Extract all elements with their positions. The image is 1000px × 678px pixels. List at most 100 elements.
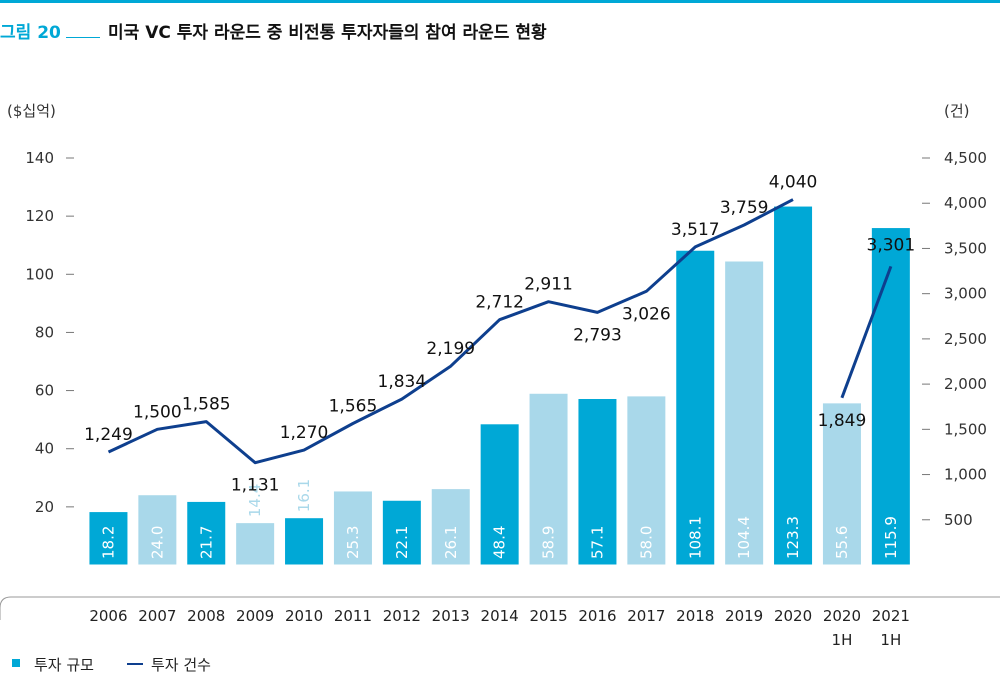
bar <box>138 495 177 565</box>
bar-value-label: 26.1 <box>442 526 460 559</box>
bar <box>431 489 470 565</box>
bar-value-label: 21.7 <box>197 526 215 559</box>
bar-value-label: 115.9 <box>882 516 900 559</box>
top-accent-rule <box>0 0 1000 3</box>
figure-header: 그림 20 미국 VC 투자 라운드 중 비전통 투자자들의 참여 라운드 현황 <box>0 18 1000 44</box>
x-axis-tick-label: 2018 <box>676 607 714 625</box>
line-value-label: 3,301 <box>867 235 916 255</box>
right-axis-tick-label: 4,000 <box>944 194 987 212</box>
bar <box>285 518 324 565</box>
x-axis-tick-label: 2007 <box>138 607 176 625</box>
line-value-label: 2,712 <box>475 293 524 313</box>
line-value-label: 1,585 <box>182 395 231 415</box>
bar-value-label: 14.4 <box>246 484 264 517</box>
line-series <box>840 265 893 399</box>
left-axis-unit: ($십억) <box>7 102 56 120</box>
left-axis-tick-label: 140 <box>25 149 54 167</box>
line-value-label: 1,500 <box>133 402 182 422</box>
bar-value-label: 104.4 <box>735 516 753 559</box>
bar-value-label: 25.3 <box>344 526 362 559</box>
x-axis-tick-label: 2021 1H <box>872 607 910 649</box>
x-axis-tick-label: 2020 1H <box>823 607 861 649</box>
bar-value-label: 22.1 <box>393 526 411 559</box>
line-value-label: 1,249 <box>84 425 133 445</box>
legend-item-investment-size: 투자 규모 <box>12 654 94 675</box>
line-value-label: 1,270 <box>280 423 329 443</box>
line-series <box>107 198 794 465</box>
right-axis-tick-label: 3,000 <box>944 285 987 303</box>
line-value-label: 3,026 <box>622 304 671 324</box>
bar <box>627 396 666 565</box>
bar <box>89 512 128 565</box>
bar-value-label: 123.3 <box>784 516 802 559</box>
bar-value-label: 58.9 <box>540 526 558 559</box>
bar <box>333 491 372 565</box>
x-axis-tick-label: 2008 <box>187 607 225 625</box>
bar <box>578 399 617 565</box>
left-axis-tick-label: 100 <box>25 265 54 283</box>
line-value-label: 1,565 <box>329 396 378 416</box>
legend-line-icon <box>127 663 143 665</box>
bar <box>382 500 421 565</box>
x-axis-tick-label: 2015 <box>529 607 567 625</box>
left-axis-tick-label: 40 <box>35 440 54 458</box>
bar <box>774 206 813 565</box>
legend-label: 투자 규모 <box>34 656 94 674</box>
right-axis-tick-label: 4,500 <box>944 149 987 167</box>
bar-value-label: 108.1 <box>686 516 704 559</box>
x-axis-tick-label: 2014 <box>481 607 519 625</box>
right-axis-tick-label: 2,500 <box>944 330 987 348</box>
bar <box>871 228 910 566</box>
chart-frame-rule <box>0 596 1000 620</box>
bar-value-label: 18.2 <box>99 526 117 559</box>
figure-title: 미국 VC 투자 라운드 중 비전통 투자자들의 참여 라운드 현황 <box>108 23 547 43</box>
x-axis-tick-label: 2011 <box>334 607 372 625</box>
bar <box>725 261 764 565</box>
right-axis-tick-label: 3,500 <box>944 239 987 257</box>
line-value-label: 4,040 <box>769 173 818 193</box>
right-axis-unit: (건) <box>944 102 970 120</box>
right-axis-tick-label: 2,000 <box>944 375 987 393</box>
x-axis-tick-label: 2020 <box>774 607 812 625</box>
bar-value-label: 48.4 <box>491 526 509 559</box>
line-value-label: 3,759 <box>720 198 769 218</box>
line-value-label: 1,834 <box>378 372 427 392</box>
bar <box>187 501 226 565</box>
figure-label: 그림 20 <box>0 23 61 43</box>
left-axis-tick-label: 60 <box>35 382 54 400</box>
legend-square-icon <box>12 659 20 667</box>
bar <box>236 523 275 565</box>
x-axis-tick-label: 2013 <box>432 607 470 625</box>
x-axis-tick-label: 2010 <box>285 607 323 625</box>
bar <box>676 250 715 565</box>
x-axis-tick-label: 2016 <box>578 607 616 625</box>
legend-item-deal-count: 투자 건수 <box>127 654 211 675</box>
left-axis-tick-label: 20 <box>35 498 54 516</box>
bar-value-label: 58.0 <box>637 526 655 559</box>
line-value-label: 1,849 <box>818 411 867 431</box>
bar <box>480 424 519 565</box>
bar <box>529 393 568 565</box>
x-axis-tick-label: 2009 <box>236 607 274 625</box>
right-axis-tick-label: 1,000 <box>944 466 987 484</box>
bar <box>822 403 861 565</box>
right-axis-tick-label: 500 <box>944 511 973 529</box>
left-axis-tick-label: 80 <box>35 323 54 341</box>
figure-label-rule <box>66 37 100 38</box>
bar-value-label: 16.1 <box>295 479 313 512</box>
right-axis-tick-label: 1,500 <box>944 420 987 438</box>
bar-value-label: 24.0 <box>148 526 166 559</box>
line-value-label: 3,517 <box>671 220 720 240</box>
line-value-label: 1,131 <box>231 476 280 496</box>
left-axis-tick-label: 120 <box>25 207 54 225</box>
bar-value-label: 55.6 <box>833 526 851 559</box>
legend-label: 투자 건수 <box>151 656 211 674</box>
x-axis-tick-label: 2012 <box>383 607 421 625</box>
x-axis-tick-label: 2019 <box>725 607 763 625</box>
line-value-label: 2,793 <box>573 325 622 345</box>
bar-value-label: 57.1 <box>588 526 606 559</box>
x-axis-tick-label: 2017 <box>627 607 665 625</box>
line-value-label: 2,911 <box>524 275 573 295</box>
line-value-label: 2,199 <box>426 339 475 359</box>
